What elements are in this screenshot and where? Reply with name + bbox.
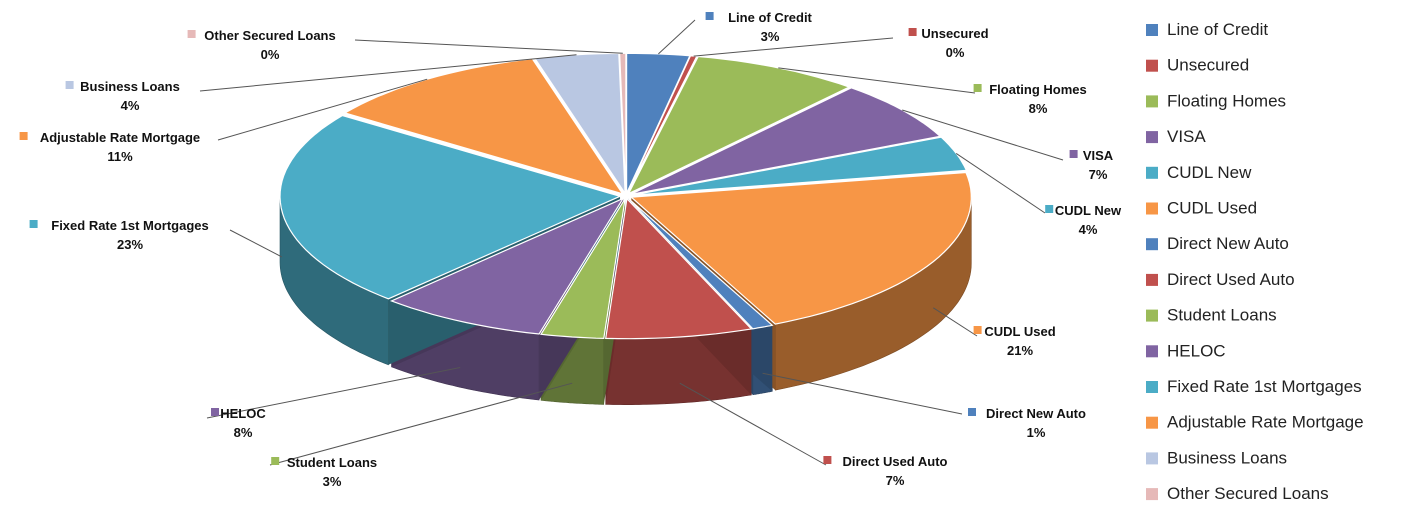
slice-label-swatch-7 (823, 456, 832, 464)
legend-item-10: Fixed Rate 1st Mortgages (1167, 377, 1362, 396)
slice-label-name-9: HELOC (220, 406, 266, 421)
slice-label-name-0: Line of Credit (728, 10, 812, 25)
legend-item-9: HELOC (1167, 341, 1226, 360)
legend-swatch-3 (1146, 131, 1158, 144)
slice-label-name-7: Direct Used Auto (843, 454, 948, 469)
leader-line-7 (679, 382, 827, 466)
pie-slice-9 (389, 197, 625, 335)
leader-lines (199, 19, 1064, 466)
slice-label-swatch-0 (705, 12, 714, 20)
slice-label-name-2: Floating Homes (989, 82, 1087, 97)
legend-swatch-13 (1146, 488, 1158, 501)
slice-labels: Line of Credit 3% Unsecured 0% Floating Home… (19, 10, 1122, 489)
pie-slice-6 (627, 198, 774, 330)
slice-label-swatch-6 (968, 408, 976, 416)
slice-label-value-13: 0% (261, 47, 280, 62)
slice-label-name-1: Unsecured (921, 26, 988, 41)
legend-item-0: Line of Credit (1167, 20, 1268, 39)
slice-label-value-12: 4% (121, 98, 140, 113)
legend-item-1: Unsecured (1167, 56, 1249, 75)
slice-label-value-5: 21% (1007, 343, 1033, 358)
leader-line-4 (955, 152, 1046, 214)
slice-label-name-6: Direct New Auto (986, 406, 1086, 421)
legend-item-5: CUDL Used (1167, 199, 1257, 218)
leader-line-13 (354, 39, 623, 54)
slice-label-value-11: 11% (107, 149, 133, 164)
leader-line-0 (658, 19, 696, 55)
legend-item-4: CUDL New (1167, 163, 1252, 182)
slice-label-swatch-11 (19, 132, 28, 140)
slice-label-value-3: 7% (1089, 167, 1108, 182)
slice-label-value-4: 4% (1079, 222, 1098, 237)
leader-line-3 (902, 109, 1064, 161)
legend-swatch-2 (1146, 95, 1158, 108)
slice-label-name-4: CUDL New (1055, 203, 1122, 218)
pie-slice-5 (629, 171, 972, 325)
pie-tops (279, 52, 972, 340)
slice-label-value-2: 8% (1029, 101, 1048, 116)
slice-label-value-10: 23% (117, 237, 143, 252)
legend-swatch-9 (1146, 345, 1158, 358)
slice-label-swatch-4 (1045, 205, 1054, 213)
slice-label-value-7: 7% (886, 473, 905, 488)
slice-label-swatch-9 (211, 408, 219, 416)
legend-swatch-4 (1146, 166, 1158, 179)
slice-label-name-8: Student Loans (287, 455, 377, 470)
slice-label-name-11: Adjustable Rate Mortgage (40, 130, 200, 145)
slice-label-swatch-5 (973, 326, 982, 334)
legend-swatch-8 (1146, 309, 1158, 322)
legend: Line of Credit Unsecured Floating Homes VIS… (1146, 20, 1364, 503)
legend-item-7: Direct Used Auto (1167, 270, 1295, 289)
leader-line-12 (199, 54, 577, 92)
pie-slice-8 (539, 198, 626, 340)
slice-label-swatch-1 (908, 28, 917, 36)
legend-item-3: VISA (1167, 127, 1206, 146)
slice-label-value-0: 3% (761, 29, 780, 44)
slice-label-value-8: 3% (323, 474, 342, 489)
slice-label-swatch-12 (65, 81, 74, 89)
legend-item-8: Student Loans (1167, 306, 1277, 325)
slice-label-name-5: CUDL Used (984, 324, 1055, 339)
legend-swatch-1 (1146, 59, 1158, 72)
legend-swatch-0 (1146, 24, 1158, 36)
slice-label-name-13: Other Secured Loans (204, 28, 335, 43)
pie-slice-10 (279, 114, 622, 300)
leader-line-5 (933, 307, 978, 337)
slice-label-name-12: Business Loans (80, 79, 180, 94)
legend-item-12: Business Loans (1167, 448, 1287, 467)
legend-swatch-10 (1146, 381, 1158, 393)
pie-slice-7 (605, 197, 753, 340)
leader-line-10 (229, 229, 283, 258)
leader-line-1 (693, 37, 894, 57)
legend-swatch-11 (1146, 416, 1158, 429)
slice-label-swatch-2 (973, 84, 982, 92)
legend-item-11: Adjustable Rate Mortgage (1167, 413, 1364, 432)
leader-line-6 (762, 372, 963, 415)
slice-label-value-9: 8% (234, 425, 253, 440)
slice-label-value-6: 1% (1027, 425, 1046, 440)
leader-line-8 (269, 382, 573, 466)
slice-label-value-1: 0% (946, 45, 965, 60)
legend-item-2: Floating Homes (1167, 91, 1286, 110)
slice-label-name-3: VISA (1083, 148, 1114, 163)
slice-label-name-10: Fixed Rate 1st Mortgages (51, 218, 209, 233)
legend-swatch-5 (1146, 202, 1158, 215)
leader-line-9 (206, 367, 461, 419)
legend-swatch-7 (1146, 273, 1158, 286)
slice-label-swatch-10 (29, 220, 38, 228)
legend-swatch-6 (1146, 238, 1158, 251)
leader-line-11 (217, 78, 428, 141)
leader-line-2 (778, 67, 976, 94)
legend-swatch-12 (1146, 452, 1158, 465)
slice-label-swatch-13 (187, 30, 196, 38)
slice-label-swatch-8 (271, 457, 280, 465)
slice-label-swatch-3 (1069, 150, 1078, 158)
legend-item-6: Direct New Auto (1167, 234, 1289, 253)
legend-item-13: Other Secured Loans (1167, 484, 1329, 503)
